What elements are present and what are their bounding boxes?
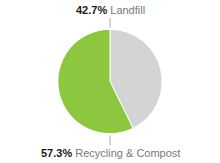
svg-text:42.7% Landfill: 42.7% Landfill bbox=[76, 4, 145, 16]
svg-text:57.3% Recycling & Compost: 57.3% Recycling & Compost bbox=[41, 147, 180, 159]
